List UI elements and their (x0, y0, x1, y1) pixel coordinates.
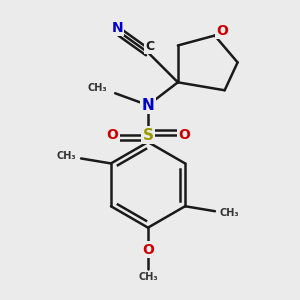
Text: CH₃: CH₃ (220, 208, 239, 218)
Text: O: O (217, 24, 229, 38)
Text: C: C (146, 40, 154, 53)
Text: CH₃: CH₃ (88, 83, 107, 93)
Text: S: S (142, 128, 154, 142)
Text: CH₃: CH₃ (138, 272, 158, 282)
Text: O: O (142, 242, 154, 256)
Text: O: O (178, 128, 190, 142)
Text: N: N (142, 98, 154, 113)
Text: O: O (106, 128, 118, 142)
Text: N: N (111, 21, 123, 34)
Text: CH₃: CH₃ (56, 152, 76, 161)
